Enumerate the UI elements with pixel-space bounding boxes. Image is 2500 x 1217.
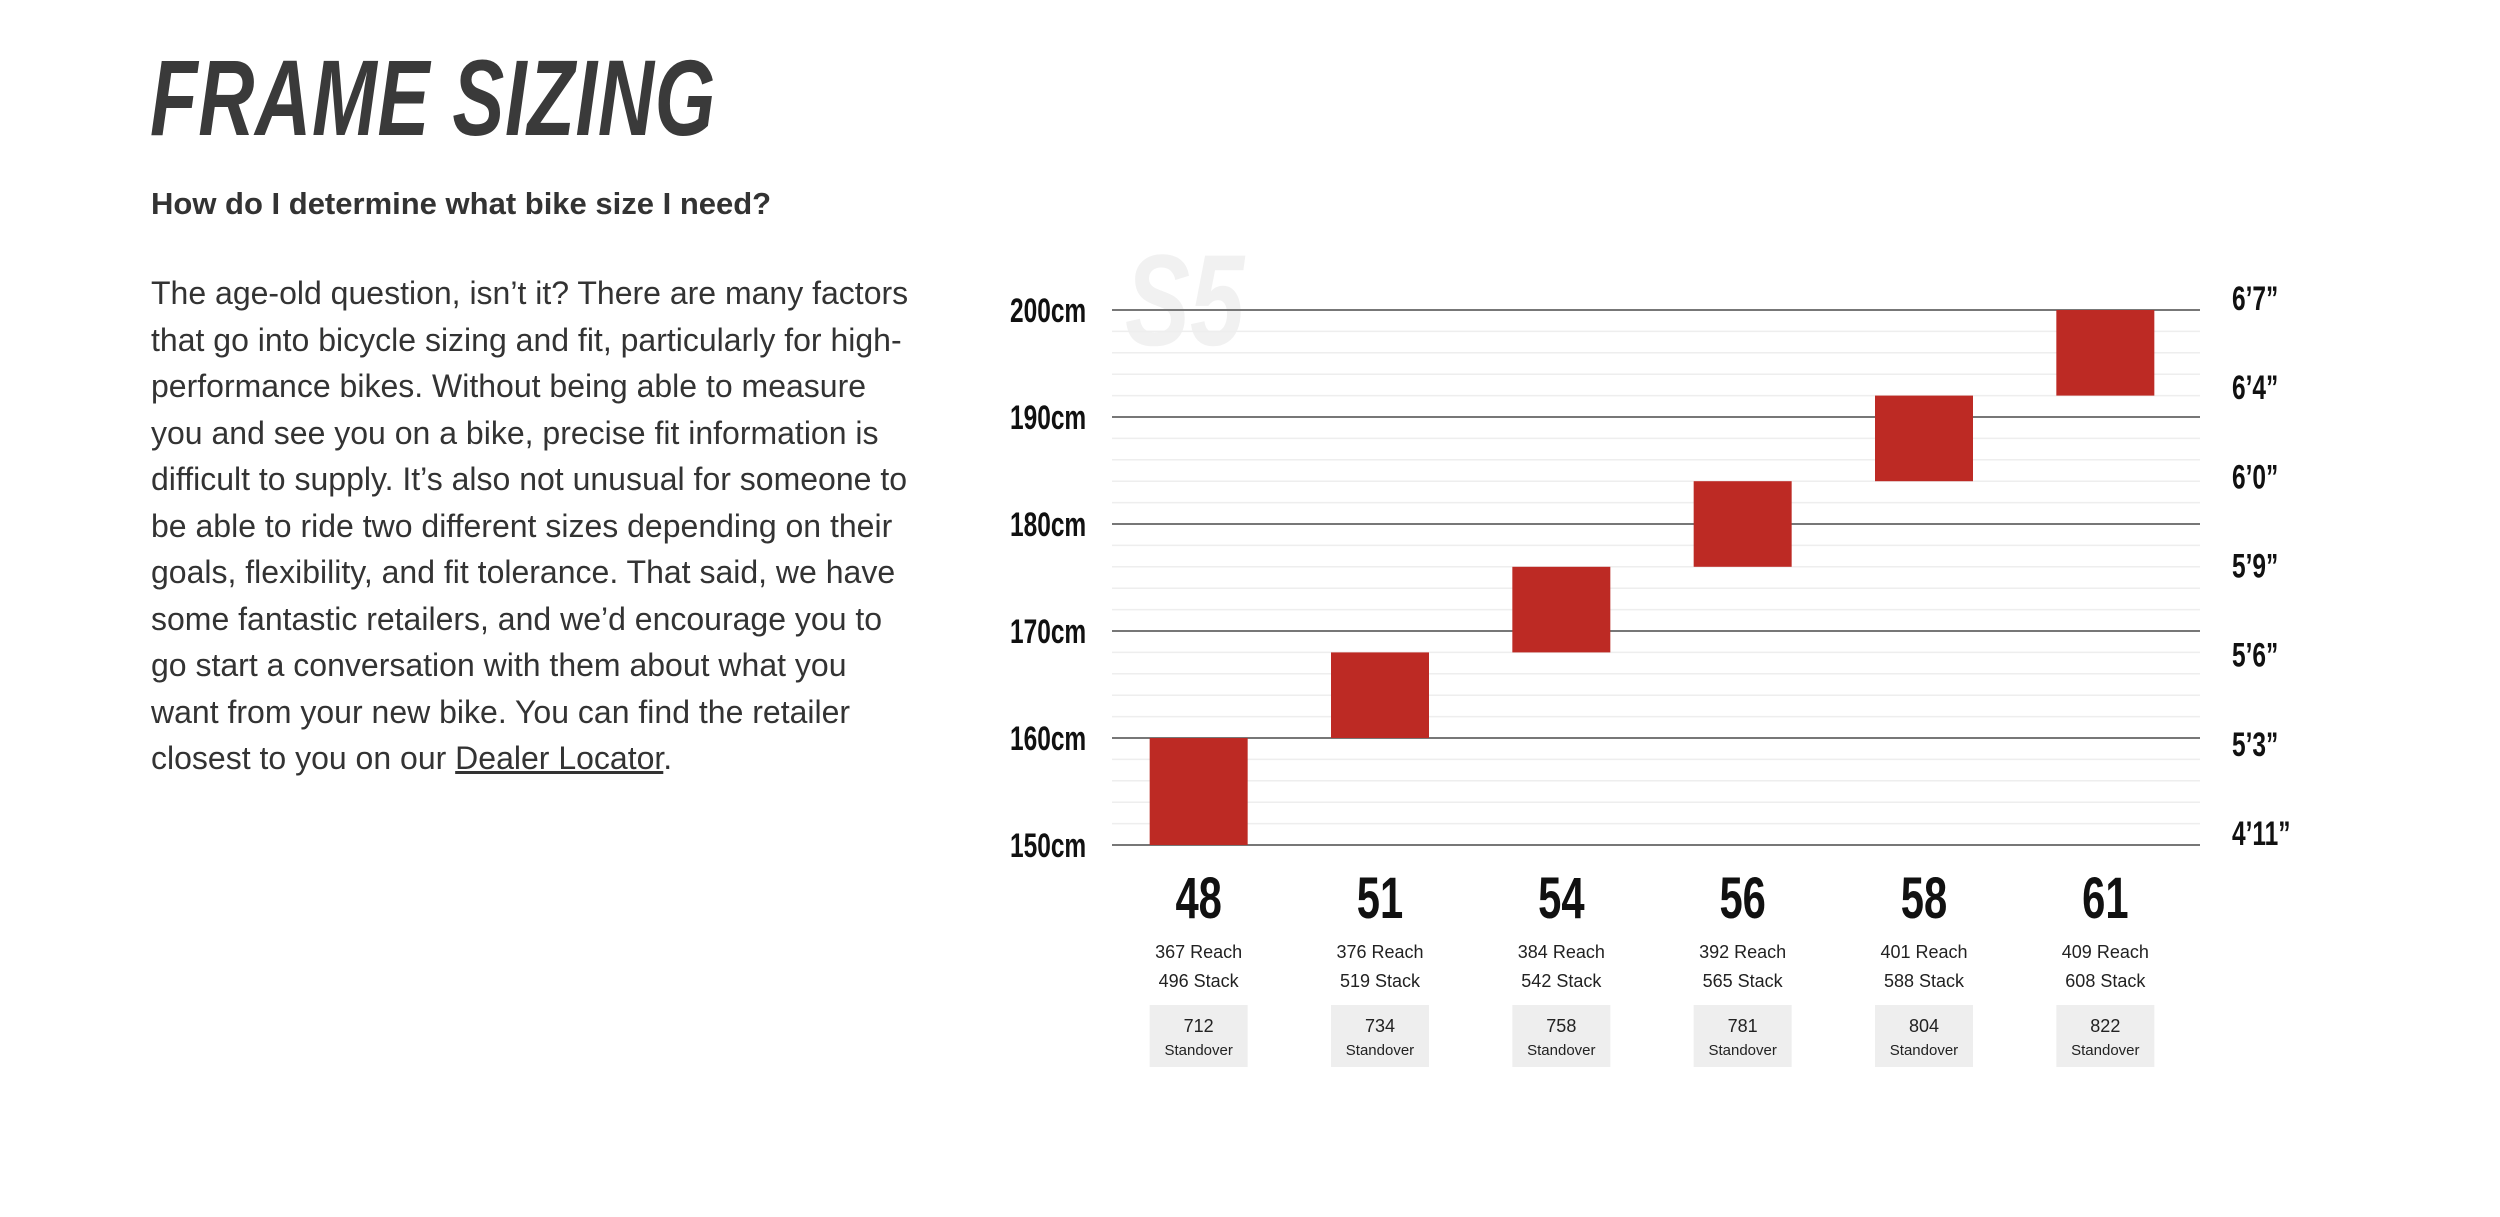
stack-value: 565 Stack [1703, 971, 1784, 991]
watermark-logo: S5 [1125, 228, 1246, 373]
reach-value: 384 Reach [1518, 942, 1605, 962]
y-tick-label-cm: 150cm [1010, 827, 1086, 865]
y-tick-label-ft: 6’4” [2232, 369, 2278, 407]
standover-box [1149, 1005, 1248, 1067]
size-label: 54 [1538, 865, 1584, 930]
sizing-description-end: . [663, 740, 673, 776]
size-label: 48 [1175, 865, 1221, 930]
standover-value: 712 [1184, 1016, 1214, 1036]
standover-value: 822 [2090, 1016, 2120, 1036]
reach-value: 376 Reach [1336, 942, 1423, 962]
size-bar-56 [1693, 481, 1792, 567]
y-tick-label-ft: 6’0” [2232, 458, 2278, 496]
y-tick-label-ft: 5’6” [2232, 637, 2278, 675]
size-bar-54 [1512, 566, 1611, 653]
size-label: 58 [1901, 865, 1947, 930]
y-tick-label-ft: 6’7” [2232, 280, 2278, 318]
dealer-locator-link[interactable]: Dealer Locator [455, 740, 664, 776]
standover-box [1512, 1005, 1611, 1067]
y-tick-label-cm: 200cm [1010, 292, 1086, 330]
standover-box [1693, 1005, 1792, 1067]
page-title: FRAME SIZING [150, 37, 716, 158]
stack-value: 608 Stack [2065, 971, 2146, 991]
sizing-question-heading: How do I determine what bike size I need… [151, 186, 772, 221]
sizing-description-text: The age-old question, isn’t it? There ar… [151, 275, 909, 776]
sizing-description: The age-old question, isn’t it? There ar… [151, 270, 911, 782]
y-tick-label-ft: 4’11” [2232, 815, 2291, 853]
stack-value: 542 Stack [1521, 971, 1602, 991]
y-tick-label-cm: 190cm [1010, 399, 1086, 437]
standover-label: Standover [1708, 1042, 1776, 1059]
reach-value: 409 Reach [2062, 942, 2149, 962]
stack-value: 519 Stack [1340, 971, 1421, 991]
size-label: 56 [1719, 865, 1765, 930]
reach-value: 367 Reach [1155, 942, 1242, 962]
standover-box [2056, 1005, 2155, 1067]
standover-label: Standover [2071, 1042, 2139, 1059]
y-tick-label-cm: 170cm [1010, 613, 1086, 651]
standover-label: Standover [1890, 1042, 1958, 1059]
standover-value: 734 [1365, 1016, 1395, 1036]
size-label: 61 [2082, 865, 2128, 930]
y-tick-label-cm: 160cm [1010, 720, 1086, 758]
standover-label: Standover [1164, 1042, 1232, 1059]
y-tick-label-ft: 5’9” [2232, 548, 2278, 586]
standover-box [1331, 1005, 1429, 1067]
size-bar-58 [1875, 395, 1973, 482]
size-bar-61 [2056, 310, 2155, 396]
y-tick-label-cm: 180cm [1010, 506, 1086, 544]
standover-value: 804 [1909, 1016, 1939, 1036]
stack-value: 588 Stack [1884, 971, 1965, 991]
standover-value: 781 [1728, 1016, 1758, 1036]
standover-label: Standover [1527, 1042, 1595, 1059]
standover-value: 758 [1546, 1016, 1576, 1036]
y-tick-label-ft: 5’3” [2232, 726, 2278, 764]
standover-label: Standover [1346, 1042, 1414, 1059]
stack-value: 496 Stack [1159, 971, 1240, 991]
size-label: 51 [1357, 865, 1403, 930]
size-bar-51 [1331, 652, 1429, 738]
standover-box [1875, 1005, 1973, 1067]
reach-value: 401 Reach [1880, 942, 1967, 962]
reach-value: 392 Reach [1699, 942, 1786, 962]
size-bar-48 [1149, 738, 1248, 845]
